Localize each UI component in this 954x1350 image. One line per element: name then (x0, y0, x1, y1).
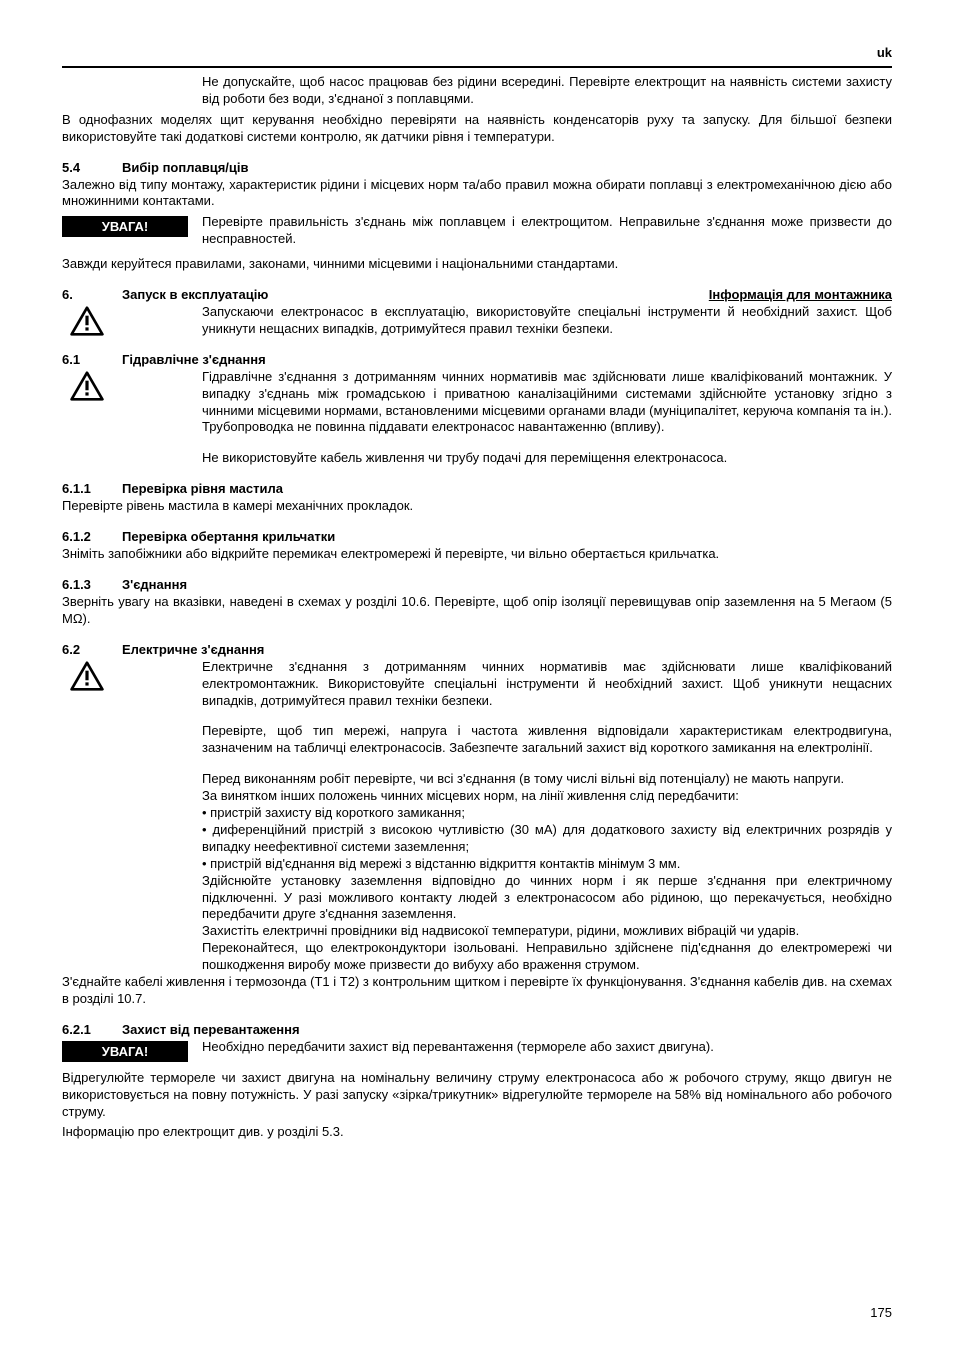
s61-p1: Гідравлічне з'єднання з дотриманням чинн… (202, 369, 892, 437)
heading-num: 6.1.3 (62, 577, 122, 592)
s61-text: Гідравлічне з'єднання з дотриманням чинн… (202, 369, 892, 467)
s62-p1: Електричне з'єднання з дотриманням чинни… (202, 659, 892, 710)
s62-p7: Переконайтеся, що електрокондуктори ізол… (202, 940, 892, 974)
heading-title: Перевірка рівня мастила (122, 481, 892, 496)
heading-title: Захист від перевантаження (122, 1022, 892, 1037)
heading-6-2: 6.2 Електричне з'єднання (62, 642, 892, 657)
heading-6-1-2: 6.1.2 Перевірка обертання крильчатки (62, 529, 892, 544)
heading-title: Перевірка обертання крильчатки (122, 529, 892, 544)
language-code: uk (62, 45, 892, 60)
s6-text: Запускаючи електронасос в експлуатацію, … (202, 304, 892, 338)
s611-p: Перевірте рівень мастила в камері механі… (62, 498, 892, 515)
heading-num: 6.2 (62, 642, 122, 657)
attention-badge: УВАГА! (62, 1041, 188, 1062)
page-number: 175 (870, 1305, 892, 1320)
heading-6-2-1: 6.2.1 Захист від перевантаження (62, 1022, 892, 1037)
intro-p1: Не допускайте, щоб насос працював без рі… (202, 74, 892, 108)
s62-bullets: пристрій захисту від короткого замикання… (202, 805, 892, 873)
warning-left: УВАГА! (62, 214, 202, 237)
warning-left: УВАГА! (62, 1039, 202, 1062)
intro-p2: В однофазних моделях щит керування необх… (62, 112, 892, 146)
heading-num: 6. (62, 287, 122, 302)
heading-num: 6.1.1 (62, 481, 122, 496)
heading-num: 6.2.1 (62, 1022, 122, 1037)
warning-triangle-icon (70, 371, 104, 401)
s621-p2: Інформацію про електрощит див. у розділі… (62, 1124, 892, 1141)
heading-num: 5.4 (62, 160, 122, 175)
s54-p1: Залежно від типу монтажу, характеристик … (62, 177, 892, 211)
attention-badge: УВАГА! (62, 216, 188, 237)
s62-b1: пристрій захисту від короткого замикання… (202, 805, 892, 822)
heading-title: Гідравлічне з'єднання (122, 352, 892, 367)
warning-text: Необхідно передбачити захист від переван… (202, 1039, 892, 1056)
s62-p4: За винятком інших положень чинних місцев… (202, 788, 892, 805)
s613-p: Зверніть увагу на вказівки, наведені в с… (62, 594, 892, 628)
heading-title: Вибір поплавця/ців (122, 160, 892, 175)
heading-6-1: 6.1 Гідравлічне з'єднання (62, 352, 892, 367)
warning-row-54: УВАГА! Перевірте правильність з'єднань м… (62, 214, 892, 248)
s62-p6: Захистіть електричні провідники від надв… (202, 923, 892, 940)
s62-row: Електричне з'єднання з дотриманням чинни… (62, 659, 892, 974)
s61-p2: Не використовуйте кабель живлення чи тру… (202, 450, 892, 467)
heading-title: З'єднання (122, 577, 892, 592)
warning-triangle-icon (70, 306, 104, 336)
warning-text: Перевірте правильність з'єднань між попл… (202, 214, 892, 248)
icon-col (62, 369, 202, 401)
s62-after: З'єднайте кабелі живлення і термозонда (… (62, 974, 892, 1008)
s54-p2: Завжди керуйтеся правилами, законами, чи… (62, 256, 892, 273)
warning-triangle-icon (70, 661, 104, 691)
top-rule (62, 66, 892, 68)
s61-row: Гідравлічне з'єднання з дотриманням чинн… (62, 369, 892, 467)
heading-title: Електричне з'єднання (122, 642, 892, 657)
s62-b3: пристрій від'єднання від мережі з відста… (202, 856, 892, 873)
heading-title: Запуск в експлуатацію (122, 287, 709, 302)
heading-6-1-1: 6.1.1 Перевірка рівня мастила (62, 481, 892, 496)
page-container: uk Не допускайте, щоб насос працював без… (0, 0, 954, 1350)
heading-5-4: 5.4 Вибір поплавця/ців (62, 160, 892, 175)
s62-p5: Здійснюйте установку заземлення відповід… (202, 873, 892, 924)
warning-row-621: УВАГА! Необхідно передбачити захист від … (62, 1039, 892, 1062)
heading-num: 6.1 (62, 352, 122, 367)
heading-right-link: Інформація для монтажника (709, 287, 892, 302)
s62-b2: диференційний пристрій з високою чутливі… (202, 822, 892, 856)
heading-6: 6. Запуск в експлуатацію Інформація для … (62, 287, 892, 302)
s62-p2: Перевірте, щоб тип мережі, напруга і час… (202, 723, 892, 757)
s62-p3: Перед виконанням робіт перевірте, чи всі… (202, 771, 892, 788)
icon-col (62, 304, 202, 336)
s621-p1: Відрегулюйте термореле чи захист двигуна… (62, 1070, 892, 1121)
heading-num: 6.1.2 (62, 529, 122, 544)
heading-6-1-3: 6.1.3 З'єднання (62, 577, 892, 592)
s62-text: Електричне з'єднання з дотриманням чинни… (202, 659, 892, 974)
icon-col (62, 659, 202, 691)
s612-p: Зніміть запобіжники або відкрийте переми… (62, 546, 892, 563)
s6-row: Запускаючи електронасос в експлуатацію, … (62, 304, 892, 338)
